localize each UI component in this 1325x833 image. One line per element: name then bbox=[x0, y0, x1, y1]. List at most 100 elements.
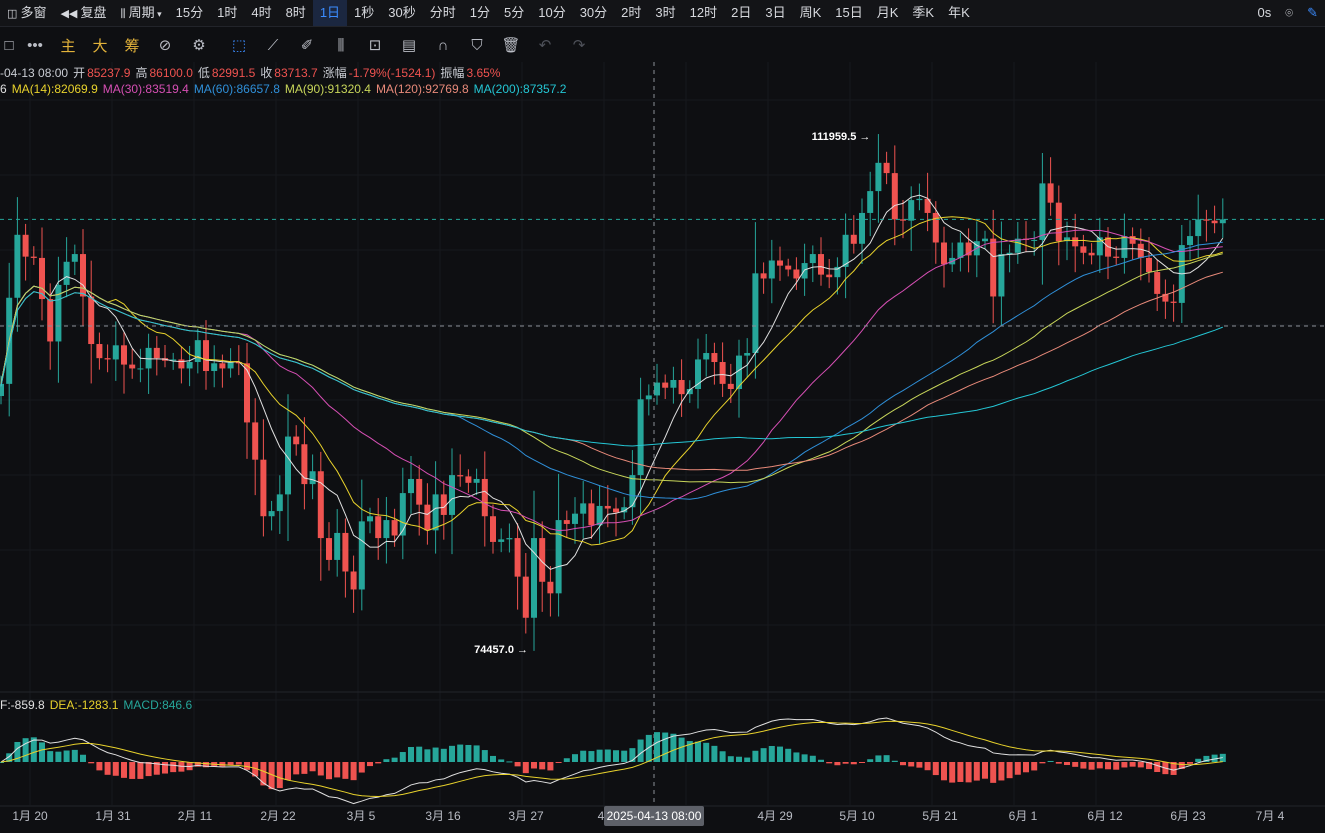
line-tool-icon[interactable]: ⟋ bbox=[267, 36, 279, 54]
ma-legend-item: MA(30):83519.4 bbox=[102, 82, 189, 96]
candle-body bbox=[1195, 219, 1202, 237]
settings-tool-icon[interactable]: ⚙ bbox=[192, 37, 206, 54]
macd-bar bbox=[432, 747, 439, 762]
x-tick-label: 6月 1 bbox=[1009, 809, 1038, 823]
period-1h[interactable]: 1时 bbox=[217, 5, 238, 20]
replay-button[interactable]: ◀◀ 复盘 bbox=[60, 5, 107, 20]
redo-icon[interactable]: ↷ bbox=[572, 37, 586, 54]
macd-bar bbox=[55, 751, 62, 762]
candle-body bbox=[514, 538, 521, 577]
period-dropdown[interactable]: ⫼ 周期 ▾ bbox=[120, 5, 162, 20]
x-tick-label: 2月 11 bbox=[178, 809, 213, 823]
macd-bar bbox=[358, 762, 365, 773]
candle-body bbox=[834, 266, 841, 278]
magnet-icon[interactable]: ∩ bbox=[437, 36, 449, 54]
low-annotation: 74457.0 → bbox=[474, 644, 528, 656]
macd-bar bbox=[383, 759, 390, 762]
macd-dea-line bbox=[0, 720, 1223, 797]
macd-bar bbox=[465, 744, 472, 762]
indicator-icon[interactable]: ⊘ bbox=[158, 37, 172, 54]
undo-icon[interactable]: ↶ bbox=[538, 37, 552, 54]
candle-body bbox=[1072, 237, 1079, 247]
candle-body bbox=[14, 234, 21, 298]
macd-bar bbox=[194, 762, 201, 767]
edit-icon[interactable]: ✎ bbox=[1307, 5, 1318, 20]
period-10m[interactable]: 10分 bbox=[538, 5, 566, 20]
period-3h[interactable]: 3时 bbox=[655, 5, 676, 20]
candle-body bbox=[875, 162, 882, 192]
macd-bar bbox=[719, 751, 726, 762]
main-indicator-button[interactable]: 主 bbox=[60, 37, 76, 55]
camera-icon[interactable]: ⌾ bbox=[1285, 5, 1294, 20]
macd-bar bbox=[850, 762, 857, 765]
period-12h[interactable]: 12时 bbox=[689, 5, 718, 20]
candle-body bbox=[0, 383, 4, 397]
candle-body bbox=[481, 478, 488, 517]
cursor-icon[interactable]: ⬚ bbox=[231, 37, 247, 54]
candle-body bbox=[416, 478, 423, 505]
candle-body bbox=[613, 508, 619, 513]
period-1d[interactable]: 1日 bbox=[312, 0, 348, 26]
candle-body bbox=[96, 344, 103, 359]
candle-body bbox=[850, 234, 857, 244]
period-2h[interactable]: 2时 bbox=[621, 5, 642, 20]
macd-bar bbox=[6, 753, 13, 762]
trash-icon[interactable]: 🗑 bbox=[501, 37, 521, 54]
period-4h[interactable]: 4时 bbox=[251, 5, 272, 20]
period-3d[interactable]: 3日 bbox=[765, 5, 786, 20]
macd-bar bbox=[137, 762, 144, 779]
macd-bar bbox=[1154, 762, 1161, 773]
period-30m[interactable]: 30分 bbox=[579, 5, 608, 20]
crosshair-icon[interactable]: □ bbox=[4, 36, 14, 54]
candle-body bbox=[637, 399, 644, 476]
macd-bar bbox=[613, 750, 619, 762]
macd-bar bbox=[793, 752, 800, 762]
note-icon[interactable]: ▤ bbox=[401, 37, 417, 54]
topbar-right: 0s ⌾ ✎ bbox=[1251, 0, 1325, 26]
candle-body bbox=[252, 422, 259, 460]
more-icon[interactable]: ••• bbox=[27, 36, 43, 54]
candle-body bbox=[1203, 219, 1210, 221]
candle-body bbox=[711, 353, 718, 363]
multi-window-button[interactable]: ◫ 多窗 bbox=[7, 5, 47, 20]
period-5m[interactable]: 5分 bbox=[504, 5, 525, 20]
period-1m[interactable]: 1分 bbox=[469, 5, 490, 20]
macd-bar bbox=[637, 739, 644, 762]
candle-body bbox=[293, 436, 300, 445]
macd-bar bbox=[703, 742, 710, 762]
large-order-button[interactable]: 大 bbox=[92, 37, 108, 55]
lock-icon[interactable]: ⊡ bbox=[368, 37, 382, 54]
high-label: 高 bbox=[135, 66, 148, 80]
period-1s[interactable]: 1秒 bbox=[354, 5, 375, 20]
period-8h[interactable]: 8时 bbox=[285, 5, 306, 20]
macd-bar bbox=[367, 762, 373, 767]
filter-icon[interactable]: ⛉ bbox=[471, 36, 483, 54]
macd-bar bbox=[473, 745, 480, 762]
candle-body bbox=[957, 242, 964, 258]
macd-bar bbox=[1023, 762, 1029, 773]
ma-line bbox=[0, 241, 1223, 500]
candle-body bbox=[309, 471, 316, 485]
candle-tool-icon[interactable]: ⫼ bbox=[337, 36, 345, 54]
candle-body bbox=[358, 521, 365, 590]
period-2d[interactable]: 2日 bbox=[731, 5, 752, 20]
candle-body bbox=[941, 242, 947, 265]
macd-bar bbox=[350, 762, 357, 781]
period-30s[interactable]: 30秒 bbox=[388, 5, 416, 20]
period-quarter[interactable]: 季K bbox=[912, 5, 935, 20]
chips-button[interactable]: 筹 bbox=[124, 37, 140, 55]
macd-bar bbox=[1137, 762, 1144, 768]
period-bar: ◫ 多窗 ◀◀ 复盘 ⫼ 周期 ▾ 15分 1时 4时 8时 1日 1秒 30秒… bbox=[0, 0, 1325, 27]
candle-body bbox=[1096, 237, 1103, 256]
period-year[interactable]: 年K bbox=[948, 5, 970, 20]
pen-tool-icon[interactable]: ✐ bbox=[300, 37, 314, 54]
candle-body bbox=[891, 173, 898, 220]
period-week[interactable]: 周K bbox=[799, 5, 822, 20]
period-timeshare[interactable]: 分时 bbox=[429, 5, 456, 20]
period-15m[interactable]: 15分 bbox=[175, 5, 204, 20]
candle-body bbox=[170, 359, 177, 361]
period-month[interactable]: 月K bbox=[876, 5, 899, 20]
high-value: 86100.0 bbox=[149, 66, 193, 80]
period-15d[interactable]: 15日 bbox=[835, 5, 863, 20]
